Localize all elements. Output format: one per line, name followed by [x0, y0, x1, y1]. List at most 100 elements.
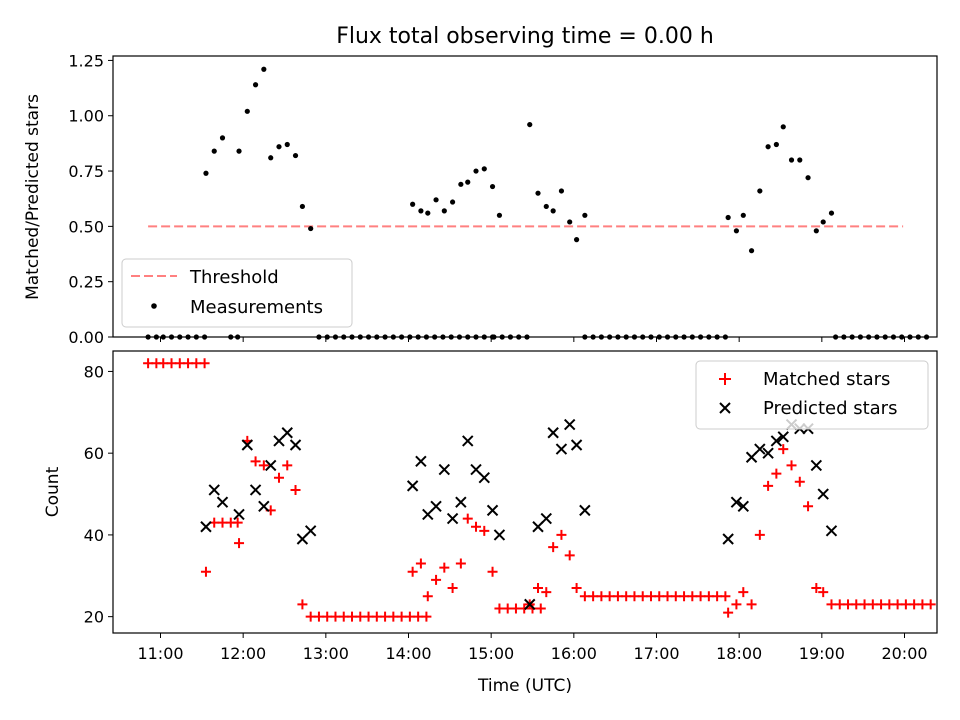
predicted-stars-point — [289, 439, 302, 451]
measurement-point — [567, 219, 573, 225]
matched-stars-point — [297, 599, 308, 610]
predicted-stars-point — [462, 435, 474, 447]
predicted-stars-point — [770, 435, 783, 447]
matched-stars-point — [771, 468, 782, 479]
measurement-point — [550, 208, 556, 214]
top-y-tick-label: 0.00 — [68, 328, 104, 347]
measurement-point — [433, 197, 439, 203]
bottom-y-ticks: 20 40 60 80 — [84, 362, 113, 627]
x-tick-label: 20:00 — [881, 644, 927, 663]
matched-stars-point — [786, 460, 797, 471]
predicted-stars-point — [547, 427, 559, 439]
matched-stars-point — [199, 358, 210, 369]
bottom-plot-frame — [112, 350, 938, 634]
bottom-y-tick-label: 60 — [84, 444, 104, 463]
x-tick-label: 14:00 — [385, 644, 431, 663]
matched-stars-point — [778, 444, 789, 455]
predicted-stars-point — [570, 439, 583, 451]
predicted-stars-point — [555, 443, 568, 455]
bottom-marks — [143, 358, 936, 622]
predicted-stars-point — [478, 471, 490, 484]
bottom-legend: Matched stars Predicted stars — [695, 360, 929, 430]
matched-stars-point — [282, 460, 293, 471]
legend-matched-marker — [719, 373, 731, 385]
measurement-point — [410, 201, 416, 207]
matched-stars-point — [803, 501, 814, 512]
predicted-stars-point — [730, 496, 743, 508]
predicted-stars-point — [265, 459, 277, 472]
x-tick-label: 13:00 — [303, 644, 349, 663]
top-y-tick-label: 1.00 — [68, 107, 104, 126]
matched-stars-point — [556, 529, 567, 540]
measurement-point — [299, 203, 306, 210]
predicted-stars-point — [258, 500, 270, 513]
predicted-stars-point — [737, 500, 750, 513]
top-panel: 0.00 0.25 0.50 0.75 1.00 1.25 Matched/Predict… — [23, 51, 938, 347]
measurement-point — [805, 175, 811, 181]
measurement-point — [773, 141, 779, 148]
bottom-legend-box — [695, 360, 929, 430]
measurement-point — [473, 168, 479, 174]
matched-stars-point — [431, 574, 442, 585]
matched-stars-point — [731, 599, 742, 610]
matched-stars-point — [818, 587, 829, 598]
matched-stars-point — [439, 562, 450, 573]
matched-stars-point — [794, 476, 805, 487]
matched-stars-point — [564, 550, 575, 561]
matched-stars-point — [234, 538, 245, 549]
predicted-stars-point — [563, 418, 576, 431]
predicted-stars-point — [540, 512, 552, 525]
matched-stars-point — [746, 599, 757, 610]
measurement-point — [748, 248, 755, 254]
matched-stars-point — [571, 583, 582, 594]
measurement-point — [582, 212, 588, 218]
matched-stars-point — [200, 566, 211, 577]
legend-predicted-label: Predicted stars — [763, 398, 897, 419]
predicted-stars-point — [200, 521, 212, 533]
predicted-stars-point — [486, 504, 499, 517]
measurement-point — [219, 135, 226, 141]
matched-stars-point — [811, 583, 822, 594]
predicted-stars-point — [208, 484, 220, 496]
top-legend: Threshold Measurements — [121, 258, 353, 328]
measurement-point — [558, 188, 565, 194]
measurement-point — [733, 228, 740, 234]
measurement-point — [788, 157, 795, 163]
predicted-stars-point — [825, 525, 838, 537]
measurement-point — [489, 183, 496, 190]
measurement-point — [203, 170, 209, 176]
x-tick-label: 11:00 — [137, 644, 183, 663]
measurement-point — [465, 179, 471, 185]
measurement-point — [543, 203, 549, 210]
measurement-point — [820, 219, 826, 225]
x-tick-label: 12:00 — [220, 644, 266, 663]
predicted-stars-point — [438, 463, 451, 476]
predicted-stars-point — [762, 447, 774, 459]
matched-stars-point — [407, 566, 418, 577]
top-y-tick-label: 0.75 — [68, 162, 104, 181]
x-tick-label: 16:00 — [551, 644, 597, 663]
predicted-stars-point — [493, 529, 506, 541]
predicted-stars-point — [406, 480, 419, 492]
legend-measurement-marker — [151, 303, 157, 309]
measurement-point — [449, 199, 456, 205]
measurement-point — [244, 108, 250, 114]
matched-stars-point — [455, 558, 466, 569]
matched-stars-point — [738, 587, 749, 598]
predicted-stars-point — [722, 533, 734, 545]
x-tick-label: 15:00 — [468, 644, 514, 663]
matched-stars-point — [421, 611, 432, 622]
measurement-point — [535, 190, 541, 196]
top-y-tick-label: 0.25 — [68, 273, 104, 292]
measurement-point — [292, 152, 299, 159]
bottom-y-axis-label: Count — [43, 466, 63, 517]
top-y-axis-label: Matched/Predicted stars — [23, 94, 43, 300]
legend-measurements-label: Measurements — [190, 297, 323, 318]
predicted-stars-point — [446, 512, 459, 525]
predicted-stars-point — [777, 431, 789, 443]
matched-stars-point — [447, 583, 458, 594]
x-tick-label: 18:00 — [716, 644, 762, 663]
matched-stars-point — [925, 599, 936, 610]
predicted-stars-point — [216, 496, 229, 508]
